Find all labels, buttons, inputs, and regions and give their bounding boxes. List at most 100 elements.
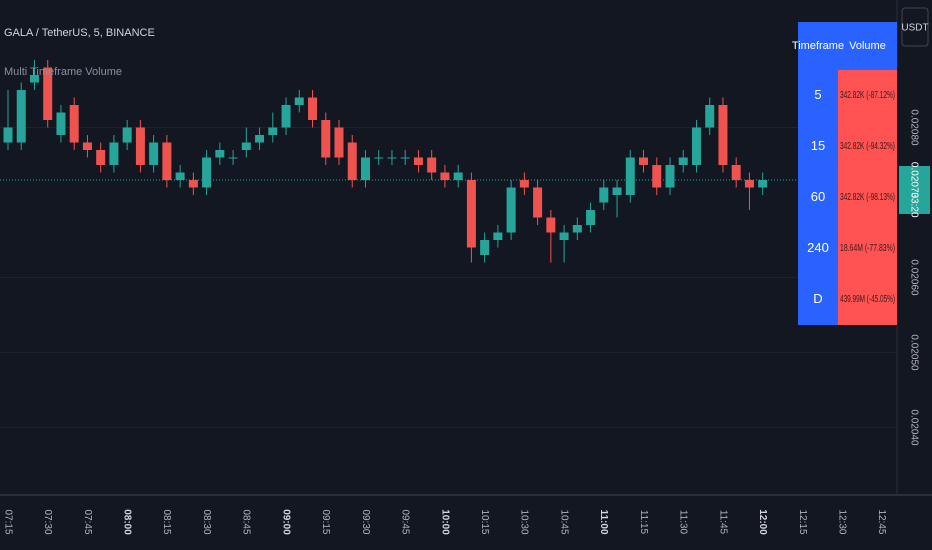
candles [3, 60, 768, 263]
countdown-label: 03:20 [908, 192, 919, 217]
candle-body [612, 187, 622, 195]
candle-body [586, 210, 596, 225]
candle-body [374, 157, 384, 159]
candle-body [427, 157, 437, 173]
candle-body [228, 157, 238, 159]
candle-body [294, 97, 304, 105]
timeframe-text: 15 [811, 138, 825, 153]
x-tick-label: 11:45 [717, 510, 728, 535]
x-tick-label: 11:00 [598, 509, 609, 534]
table-cell [798, 223, 838, 274]
candle-body [440, 172, 450, 180]
table-cell [838, 121, 897, 172]
volume-table: Timeframe Volume 5 342.82K (-87.12%) 15 342.8… [792, 22, 897, 325]
candle-body [334, 127, 344, 158]
x-tick-label: 08:15 [161, 509, 172, 534]
candle-body [347, 142, 357, 180]
candle-body [466, 180, 476, 248]
x-tick-label: 09:15 [320, 509, 331, 534]
table-cell [798, 274, 838, 325]
y-tick-label: 0.02050 [908, 334, 919, 371]
candle-body [268, 127, 278, 135]
candle-body [718, 105, 728, 165]
x-tick-label: 09:00 [280, 509, 291, 535]
candle-body [109, 142, 119, 165]
axes: 0.02040 0.02050 0.02060 0.02080 07:15 07:30 07… [2, 109, 930, 535]
candle-body [3, 127, 13, 143]
candle-body [135, 127, 145, 165]
x-tick-label: 12:15 [797, 509, 808, 534]
candle-body [625, 157, 635, 195]
y-tick-label: 0.02060 [908, 259, 919, 296]
candle-body [96, 150, 106, 165]
candle-body [56, 112, 66, 135]
y-tick-label: 0.02040 [908, 409, 919, 446]
x-tick-label: 12:30 [836, 509, 847, 534]
table-header-cell [798, 22, 897, 70]
candle-body [678, 157, 688, 165]
candle-body [519, 180, 529, 188]
x-tick-label: 07:45 [82, 509, 93, 534]
candle-body [241, 142, 251, 150]
table-cell [838, 70, 897, 121]
x-tick-label: 12:45 [876, 509, 887, 534]
table-cell [798, 172, 838, 223]
candle-body [16, 90, 26, 143]
x-tick-label: 08:45 [241, 509, 252, 534]
candle-body [744, 180, 754, 188]
candle-body [639, 157, 649, 165]
volume-text: 18.64M (-77.83%) [840, 243, 895, 254]
candle-body [480, 240, 490, 255]
candle-body [215, 150, 225, 158]
timeframe-text: 60 [811, 189, 825, 204]
candle-body [572, 225, 582, 233]
table-header-text: Volume [849, 40, 886, 52]
volume-text: 342.82K (-94.32%) [840, 141, 895, 152]
candle-body [149, 142, 159, 165]
table-cell [838, 172, 897, 223]
candle-body [43, 67, 53, 120]
candle-body [202, 157, 212, 188]
symbol-title: GALA / TetherUS, 5, BINANCE [4, 27, 155, 39]
table-header-text: Timeframe [792, 40, 844, 52]
currency-box[interactable] [901, 7, 929, 47]
x-tick-label: 10:30 [519, 509, 530, 534]
last-price-box [899, 166, 930, 214]
candle-body [731, 165, 741, 180]
y-tick-label: 0.02080 [908, 109, 919, 146]
candle-body [308, 97, 318, 120]
candle-body [453, 172, 463, 180]
candle-body [360, 157, 370, 180]
candle-body [665, 165, 675, 188]
indicator-title: Multi Timeframe Volume [4, 66, 122, 78]
candle-body [691, 127, 701, 165]
candle-body [758, 180, 768, 188]
x-tick-label: 08:30 [201, 509, 212, 534]
candle-body [413, 157, 423, 165]
currency-label[interactable]: USDT [901, 23, 928, 34]
last-price-label: 0.02073 [908, 162, 919, 199]
candle-body [175, 172, 185, 180]
x-tick-label: 12:00 [757, 509, 768, 535]
candle-body [387, 157, 397, 159]
x-tick-label: 07:30 [42, 509, 53, 534]
timeframe-text: D [813, 291, 822, 306]
candle-body [493, 232, 503, 240]
candle-body [400, 157, 410, 159]
x-tick-label: 09:30 [360, 509, 371, 534]
candle-body [705, 105, 715, 128]
candle-body [599, 187, 609, 203]
volume-text: 439.99M (-45.05%) [840, 294, 895, 305]
candle-body [69, 105, 79, 143]
table-cell [838, 223, 897, 274]
x-tick-label: 09:45 [400, 509, 411, 534]
candle-body [559, 232, 569, 240]
candle-body [255, 135, 265, 143]
candle-body [506, 187, 516, 233]
volume-text: 342.82K (-87.12%) [840, 90, 895, 101]
table-cell [798, 70, 838, 121]
x-tick-label: 10:15 [479, 509, 490, 534]
candle-body [546, 217, 556, 233]
